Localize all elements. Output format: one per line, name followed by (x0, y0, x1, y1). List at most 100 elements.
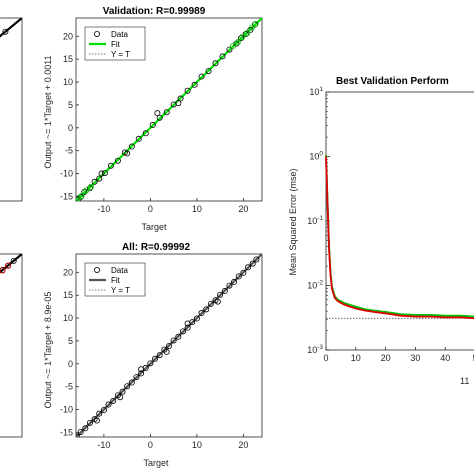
data-point (77, 428, 84, 435)
data-point (5, 262, 12, 269)
axes-frame (0, 253, 23, 438)
data-point (86, 419, 93, 426)
data-point (138, 370, 145, 377)
data-point (117, 394, 124, 401)
data-point (96, 175, 103, 182)
data-point (114, 157, 121, 164)
data-point (138, 366, 145, 373)
y-tick-label: 10-1 (307, 215, 323, 226)
y-tick-label: -15 (60, 191, 73, 201)
panel-content (76, 254, 262, 437)
legend-label-data: Data (111, 266, 128, 275)
data-point (226, 282, 233, 289)
data-point (110, 397, 117, 404)
data-point (184, 320, 191, 327)
data-point (240, 269, 247, 276)
data-point (101, 170, 108, 177)
y-tick-label: -10 (60, 405, 73, 415)
data-point (203, 306, 210, 313)
data-point (2, 28, 9, 35)
fit-line (76, 18, 262, 201)
data-point (93, 417, 100, 424)
y-tick-label: -5 (65, 382, 73, 392)
data-point (212, 60, 219, 67)
data-point (191, 81, 198, 88)
data-point (78, 192, 85, 199)
data-point (193, 315, 200, 322)
all-title: All: R=0.99992 (122, 242, 191, 253)
data-point (165, 342, 172, 349)
data-point (175, 100, 182, 107)
x-tick-label: 20 (381, 353, 391, 363)
performance-ylabel: Mean Squared Error (mse) (288, 168, 298, 275)
panel-content (0, 254, 22, 274)
x-tick-label: 0 (148, 440, 153, 450)
legend-label-fit: Fit (111, 276, 121, 285)
x-tick-label: -10 (97, 204, 110, 214)
data-point (226, 46, 233, 53)
data-point (184, 324, 191, 331)
y-tick-label: 15 (63, 290, 73, 300)
x-tick-label: 0 (323, 353, 328, 363)
legend-label-fit: Fit (111, 40, 121, 49)
data-point (135, 135, 142, 142)
y-tick-label: 10 (63, 313, 73, 323)
y-tick-label: 20 (63, 267, 73, 277)
data-point (107, 162, 114, 169)
y-tick-label: 15 (63, 54, 73, 64)
y-tick-label: 5 (68, 100, 73, 110)
data-point (128, 379, 135, 386)
data-point (100, 407, 107, 414)
y-tick-label: 0 (68, 123, 73, 133)
data-point (221, 288, 228, 295)
performance-axes-frame (325, 91, 474, 351)
performance-xlabel: 11 (460, 376, 469, 386)
data-point (214, 298, 221, 305)
data-point (0, 267, 6, 274)
validation-title: Validation: R=0.99989 (103, 6, 206, 17)
data-point (230, 42, 237, 49)
data-point (81, 188, 88, 195)
y-tick-label: 5 (68, 336, 73, 346)
data-point (156, 352, 163, 359)
data-point (98, 170, 105, 177)
panel-content (0, 18, 22, 39)
y-tick-label: 100 (309, 151, 323, 162)
all-xlabel: Target (143, 458, 169, 468)
x-tick-label: 0 (148, 204, 153, 214)
data-point (234, 39, 241, 46)
x-tick-label: 30 (410, 353, 420, 363)
data-point (239, 33, 246, 40)
y-tick-label: 10-2 (307, 280, 323, 291)
data-point (207, 300, 214, 307)
legend-label-data: Data (111, 30, 128, 39)
data-point (128, 143, 135, 150)
data-point (198, 73, 205, 80)
x-tick-label: -10 (97, 440, 110, 450)
x-tick-label: 20 (238, 440, 248, 450)
y-tick-label: 10-3 (307, 344, 323, 355)
y-tick-label: -15 (60, 427, 73, 437)
performance-title: Best Validation Perform (336, 76, 449, 87)
data-point (217, 291, 224, 298)
data-point (119, 388, 126, 395)
x-tick-label: 40 (440, 353, 450, 363)
data-point (253, 256, 260, 263)
data-point (252, 20, 259, 27)
legend-data-marker (94, 266, 101, 273)
y-tick-label: 101 (309, 86, 323, 97)
data-point (252, 21, 259, 28)
scatter-panel-2 (0, 254, 22, 274)
data-point (163, 348, 170, 355)
validation-xlabel: Target (141, 222, 167, 232)
data-point (235, 273, 242, 280)
data-point (96, 410, 103, 417)
x-tick-label: 10 (192, 204, 202, 214)
data-point (87, 183, 94, 190)
data-point (152, 355, 159, 362)
data-point (124, 383, 131, 390)
